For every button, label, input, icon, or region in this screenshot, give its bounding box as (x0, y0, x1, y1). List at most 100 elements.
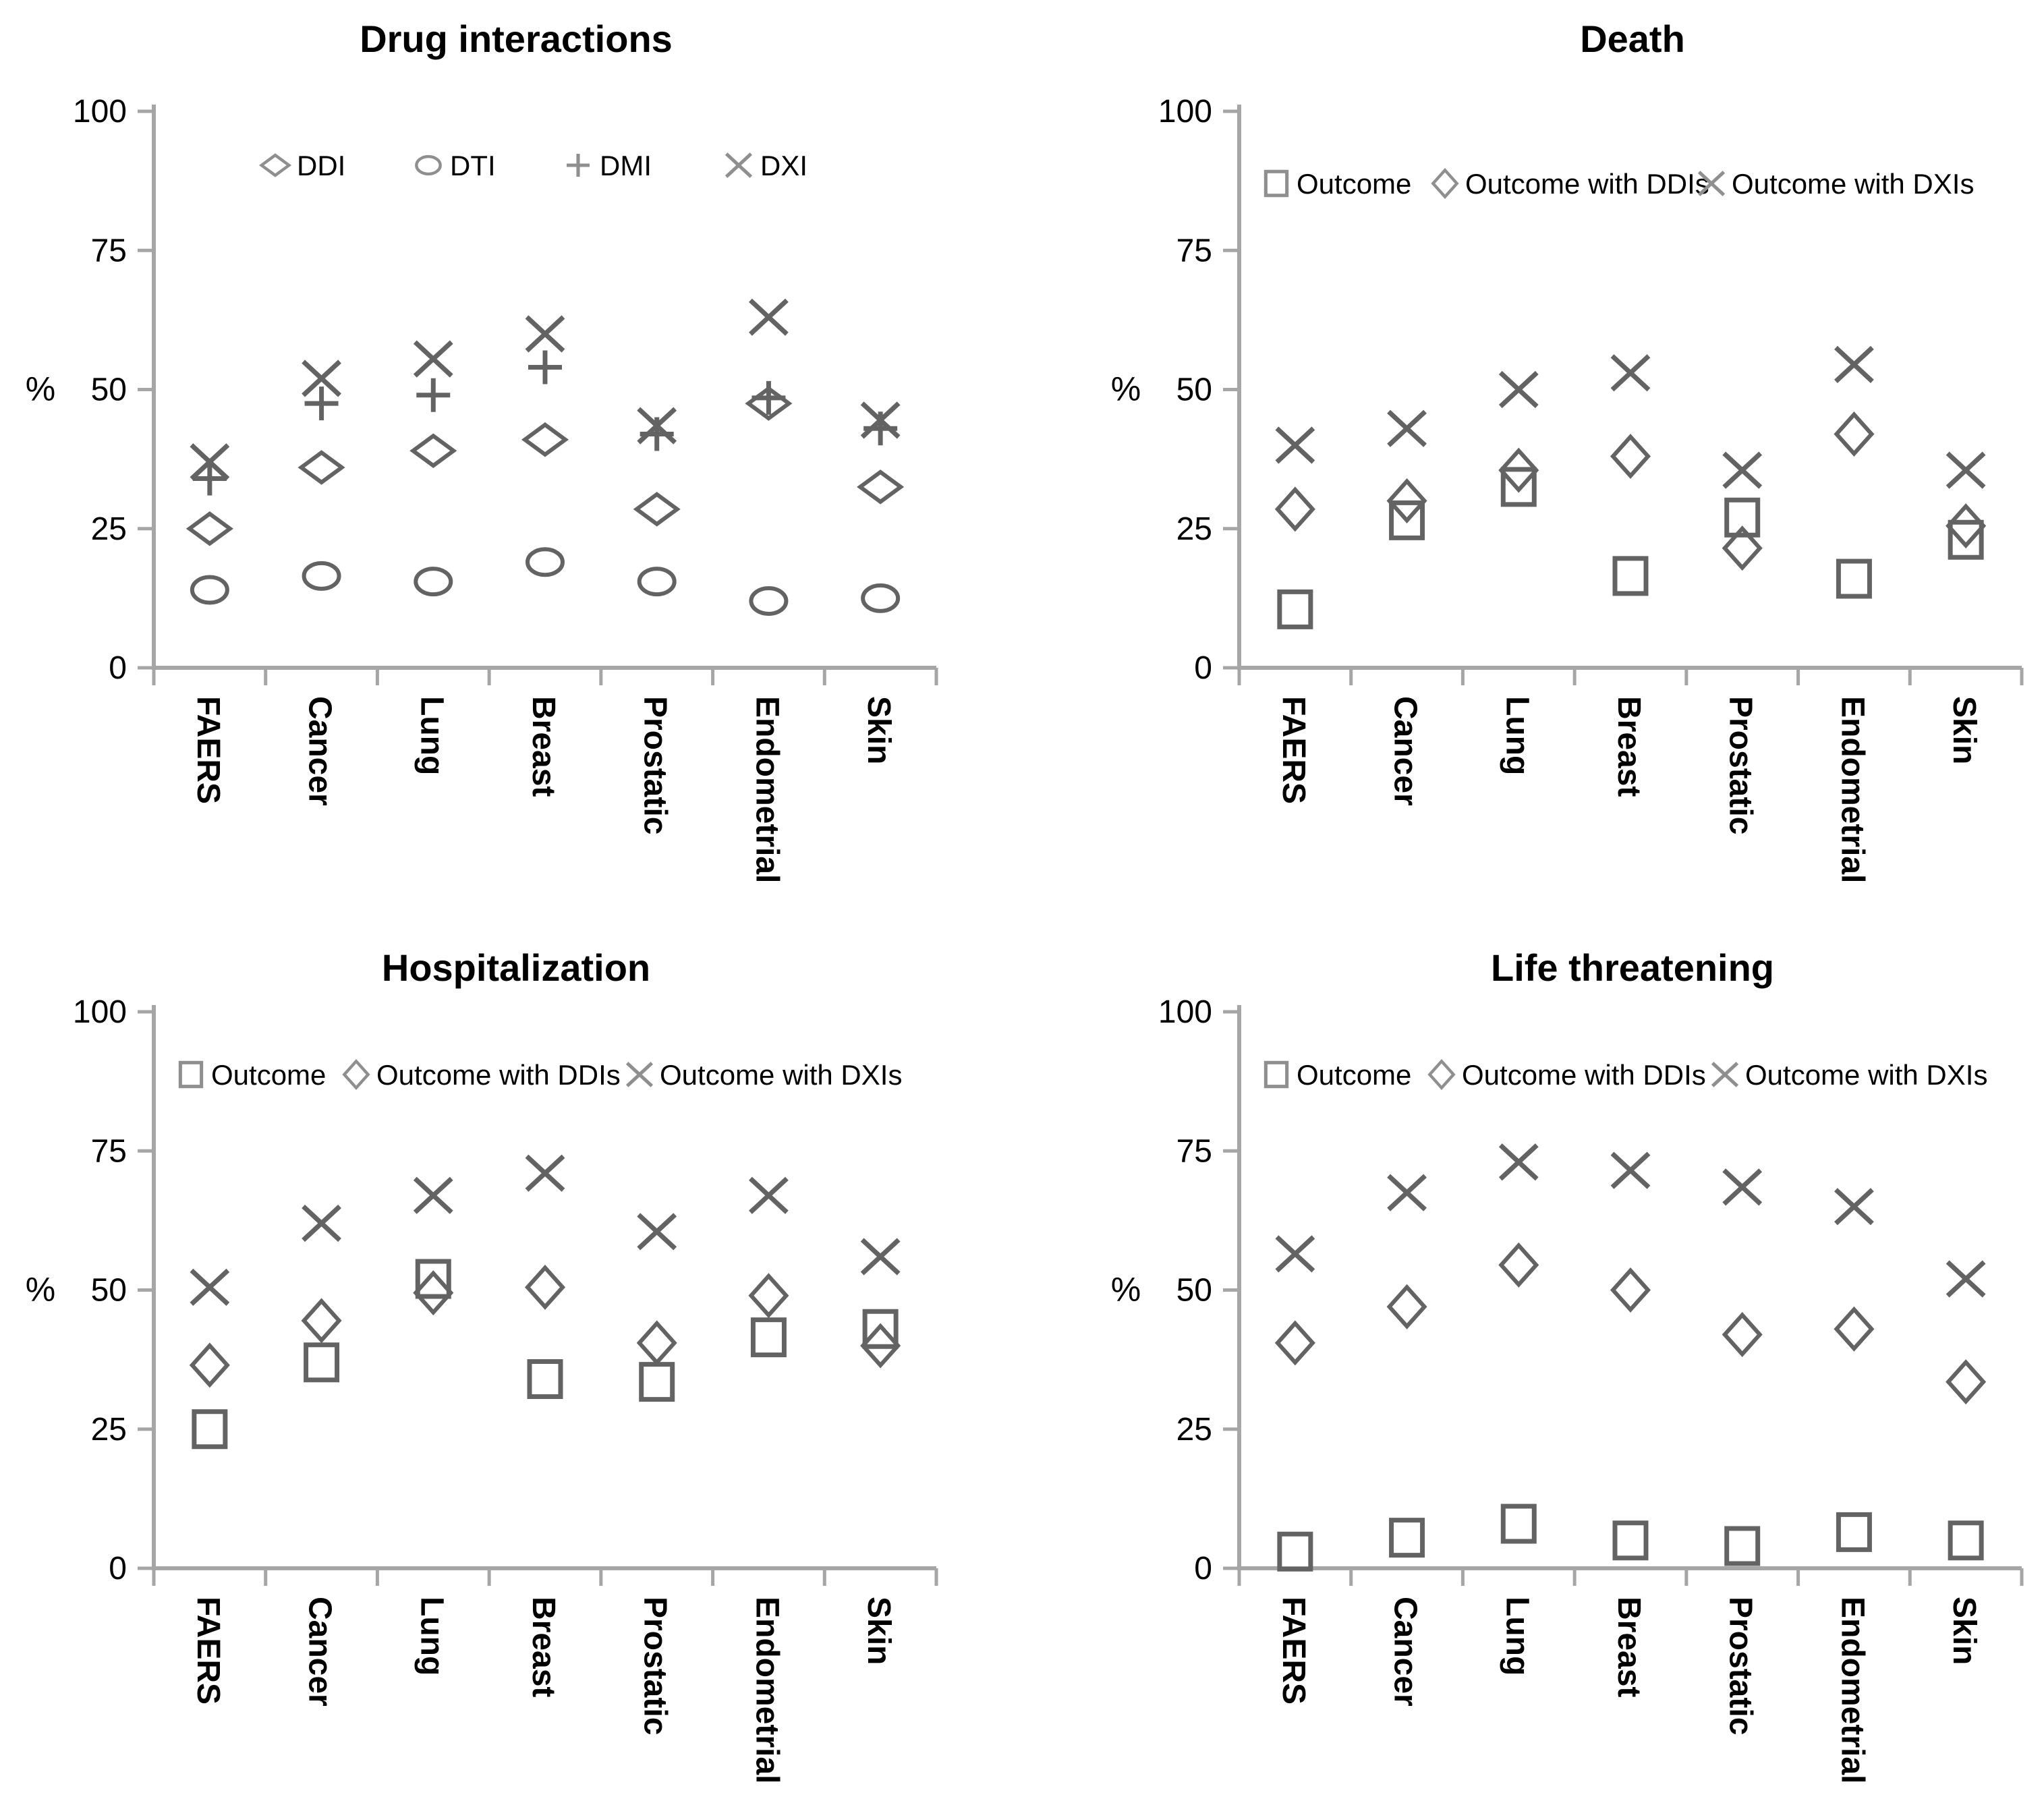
y-tick-label: 75 (91, 233, 127, 268)
data-point-marker-icon (1389, 500, 1425, 540)
y-tick-label: 0 (1194, 650, 1212, 686)
data-point-marker-icon (414, 567, 453, 597)
data-point-marker-icon (416, 378, 451, 412)
x-category-label: Breast (526, 1597, 561, 1697)
data-point-marker-icon (302, 561, 341, 591)
legend-label: Outcome with DXIs (1732, 168, 1974, 200)
legend-ellipse-icon (415, 154, 442, 176)
data-point-marker-icon (748, 1273, 789, 1319)
legend-label: Outcome with DXIs (660, 1059, 902, 1091)
y-axis-unit-label: % (26, 1271, 55, 1309)
data-point-marker-icon (639, 1362, 675, 1402)
x-category-label: Endometrial (1834, 1597, 1870, 1783)
drug-interactions-plot: 0 25 50 75 100% FAERS Cancer Lung Breast Prostati… (26, 94, 938, 883)
legend-diamond-icon (1427, 1058, 1456, 1091)
data-point-marker-icon (304, 1342, 340, 1383)
panel-death: Death 0 25 50 75 100% FAERS Cancer Lung Breast Pr… (1022, 0, 2044, 900)
legend-square-icon (1264, 1060, 1289, 1089)
panel-title: Hospitalization (381, 946, 651, 989)
series-dxi (190, 298, 901, 481)
legend-label: Outcome with DDIs (1462, 1059, 1706, 1091)
data-point-marker-icon (524, 1264, 566, 1310)
x-category-label: Prostatic (637, 1597, 673, 1735)
legend-label: Outcome (211, 1059, 326, 1091)
data-point-marker-icon (1498, 447, 1539, 493)
data-point-marker-icon (1275, 426, 1315, 464)
data-point-marker-icon (190, 575, 229, 605)
legend-label: Outcome with DDIs (376, 1059, 621, 1091)
y-tick-label: 50 (1176, 372, 1212, 408)
data-point-marker-icon (297, 450, 345, 485)
legend-label: DXI (760, 150, 807, 181)
series-outcome (1277, 467, 1984, 629)
series-outcome (192, 1259, 899, 1450)
x-category-label: FAERS (1276, 1597, 1311, 1705)
data-point-marker-icon (1836, 1512, 1872, 1552)
legend-label: Outcome (1297, 1059, 1411, 1091)
legend-item: DTI (415, 150, 496, 181)
y-tick-label: 100 (1158, 994, 1212, 1030)
x-category-label: Skin (861, 696, 897, 764)
legend-label: DDI (297, 150, 345, 181)
legend-square-icon (178, 1060, 204, 1089)
legend-diamond-icon (1431, 167, 1459, 200)
data-point-marker-icon (749, 586, 789, 616)
legend-label: DMI (600, 150, 652, 181)
y-tick-label: 100 (73, 994, 127, 1030)
x-category-label: FAERS (190, 696, 226, 804)
data-point-marker-icon (189, 1342, 230, 1388)
data-point-marker-icon (521, 422, 569, 457)
data-point-marker-icon (527, 1359, 563, 1399)
x-category-label: Breast (1611, 696, 1647, 797)
data-point-marker-icon (1946, 1359, 1987, 1405)
data-point-marker-icon (1836, 559, 1872, 599)
data-point-marker-icon (1387, 409, 1427, 447)
data-point-marker-icon (1277, 589, 1313, 629)
series-ddi (186, 386, 905, 546)
x-category-label: Prostatic (1723, 696, 1759, 834)
data-point-marker-icon (1834, 411, 1875, 457)
data-point-marker-icon (304, 387, 339, 421)
data-point-marker-icon (857, 469, 905, 505)
data-point-marker-icon (192, 1409, 228, 1450)
data-point-marker-icon (749, 298, 789, 336)
data-point-marker-icon (301, 1298, 342, 1344)
x-category-label: Lung (1499, 1597, 1535, 1676)
data-point-marker-icon (1834, 1188, 1874, 1226)
data-point-marker-icon (1722, 1312, 1763, 1357)
legend-diamond-icon (342, 1058, 370, 1091)
data-point-marker-icon (862, 1309, 899, 1349)
y-tick-label: 100 (73, 94, 127, 130)
data-point-marker-icon (526, 547, 565, 577)
data-point-marker-icon (1946, 1260, 1986, 1298)
series-outcome-with-dxis (1275, 1143, 1986, 1298)
data-point-marker-icon (860, 1323, 901, 1369)
y-tick-label: 25 (1176, 511, 1212, 547)
panel-title: Drug interactions (360, 18, 673, 60)
x-category-label: Skin (1946, 696, 1982, 764)
data-point-marker-icon (1500, 1504, 1537, 1544)
y-tick-label: 25 (1176, 1412, 1212, 1448)
data-point-marker-icon (415, 1259, 451, 1299)
data-point-marker-icon (1275, 1235, 1315, 1273)
series-outcome-with-dxis (190, 1154, 901, 1306)
data-point-marker-icon (190, 1268, 230, 1306)
legend-item: Outcome with DDIs (342, 1058, 621, 1091)
data-point-marker-icon (1610, 1267, 1651, 1313)
panel-title: Death (1580, 18, 1685, 60)
hospitalization-plot: 0 25 50 75 100% FAERS Cancer Lung Breast Prostati… (26, 994, 938, 1783)
data-point-marker-icon (1722, 525, 1763, 571)
data-point-marker-icon (1948, 1520, 1984, 1561)
legend-item: Outcome with DXIs (1697, 168, 1974, 200)
series-outcome (1277, 1504, 1984, 1572)
life-threatening-plot: 0 25 50 75 100% FAERS Cancer Lung Breast Prostati… (1111, 994, 2024, 1783)
data-point-marker-icon (525, 1154, 565, 1192)
data-point-marker-icon (1946, 503, 1987, 549)
legend-item: Outcome with DDIs (1431, 167, 1709, 200)
data-point-marker-icon (413, 1270, 454, 1316)
y-tick-label: 75 (1176, 1133, 1212, 1169)
x-category-label: Endometrial (749, 696, 785, 883)
data-point-marker-icon (302, 360, 341, 397)
x-category-label: Prostatic (637, 696, 673, 834)
y-tick-label: 0 (109, 1551, 127, 1586)
